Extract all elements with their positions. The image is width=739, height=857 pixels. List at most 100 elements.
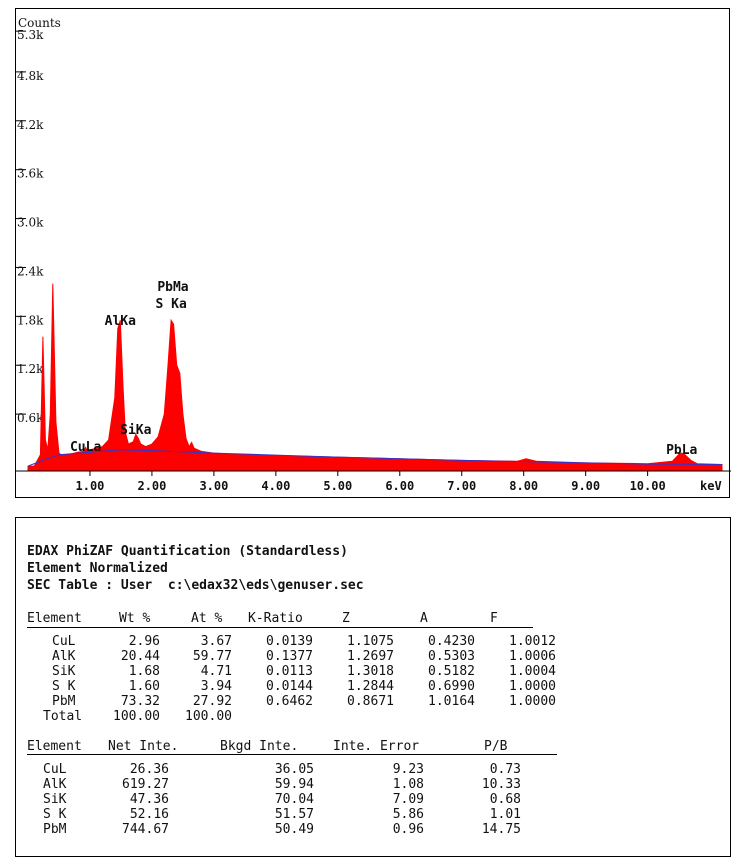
element-name: PbM: [52, 694, 76, 709]
table-header: Bkgd Inte.: [220, 739, 299, 754]
element-name: PbM: [43, 822, 67, 837]
spectrum-background-line: [27, 449, 723, 467]
y-tick-label: 3.0k: [17, 216, 44, 230]
table-header: Inte. Error: [333, 739, 420, 754]
y-tick-label: 4.2k: [17, 118, 44, 132]
x-tick-label: 8.00: [509, 479, 538, 493]
table-cell: 0.4230: [428, 634, 475, 649]
spectrum-counts-area: [27, 283, 723, 472]
spectrum-chart-panel: Counts 0.6k 1.2k 1.8k 2.4k 3.0k 3.6k 4.2k 4.8k 5…: [15, 8, 731, 498]
x-axis-unit-label: keV: [700, 479, 722, 493]
y-tick-label: 3.6k: [17, 167, 44, 181]
y-tick-label: 0.6k: [17, 411, 44, 425]
table-cell: 47.36: [129, 792, 169, 807]
table-cell: 0.68: [489, 792, 521, 807]
table-cell: 1.0164: [428, 694, 475, 709]
table-cell: 0.73: [489, 762, 521, 777]
table-cell: 50.49: [274, 822, 314, 837]
table-cell: 14.75: [481, 822, 521, 837]
table-cell: 10.33: [481, 777, 521, 792]
element-name: S K: [52, 679, 76, 694]
y-tick-label: 1.8k: [17, 313, 44, 327]
table-cell: 7.09: [392, 792, 424, 807]
table-header: P/B: [484, 739, 508, 754]
table-cell: 1.0000: [509, 694, 556, 709]
x-tick-label: 9.00: [571, 479, 600, 493]
table-cell: 5.86: [392, 807, 424, 822]
table-cell: 36.05: [274, 762, 314, 777]
table-cell: 1.68: [128, 664, 160, 679]
table-cell: 26.36: [129, 762, 169, 777]
table-cell: 0.96: [392, 822, 424, 837]
table-cell: 9.23: [392, 762, 424, 777]
table-cell: 59.94: [274, 777, 314, 792]
table-cell: 1.1075: [347, 634, 394, 649]
x-tick-label: 5.00: [323, 479, 352, 493]
table-cell: 0.0113: [266, 664, 313, 679]
table-cell: 744.67: [122, 822, 169, 837]
table-cell: 1.60: [128, 679, 160, 694]
y-tick-label: 4.8k: [17, 69, 44, 83]
table-cell: 1.0000: [509, 679, 556, 694]
total-label: Total: [43, 709, 83, 724]
table-cell: 70.04: [274, 792, 314, 807]
table-cell: 0.6990: [428, 679, 475, 694]
element-name: S K: [43, 807, 67, 822]
quantification-report-panel: EDAX PhiZAF Quantification (Standardless…: [15, 517, 731, 857]
table-cell: 0.6462: [266, 694, 313, 709]
peak-label: CuLa: [70, 440, 101, 455]
table-cell: 1.2697: [347, 649, 394, 664]
element-name: SiK: [43, 792, 67, 807]
peak-label: SiKa: [120, 423, 151, 438]
x-tick-label: 4.00: [261, 479, 290, 493]
table-cell: 3.67: [200, 634, 232, 649]
y-axis-title: Counts: [18, 16, 61, 30]
total-cell: 100.00: [185, 709, 232, 724]
table-cell: 1.0012: [509, 634, 556, 649]
x-tick-label: 2.00: [137, 479, 166, 493]
peak-label: PbLa: [666, 443, 697, 458]
table-cell: 59.77: [192, 649, 232, 664]
table-header-rule: [27, 754, 557, 755]
table-cell: 1.3018: [347, 664, 394, 679]
report-title-line: SEC Table : User c:\edax32\eds\genuser.s…: [27, 578, 364, 593]
spectrum-chart: Counts 0.6k 1.2k 1.8k 2.4k 3.0k 3.6k 4.2k 4.8k 5…: [16, 16, 731, 493]
x-tick-label: 6.00: [385, 479, 414, 493]
report-title-line: EDAX PhiZAF Quantification (Standardless…: [27, 544, 348, 559]
table-header: Element: [27, 739, 82, 754]
element-name: SiK: [52, 664, 76, 679]
table-cell: 0.0144: [266, 679, 313, 694]
element-name: CuL: [52, 634, 76, 649]
total-cell: 100.00: [113, 709, 160, 724]
table-cell: 0.1377: [266, 649, 313, 664]
report-title-line: Element Normalized: [27, 561, 168, 576]
table-cell: 20.44: [120, 649, 160, 664]
x-tick-label: 3.00: [199, 479, 228, 493]
table-cell: 1.0006: [509, 649, 556, 664]
table-header: F: [490, 611, 498, 626]
table-header: Element: [27, 611, 82, 626]
x-tick-label: 7.00: [447, 479, 476, 493]
table-cell: 1.0004: [509, 664, 556, 679]
table-cell: 1.2844: [347, 679, 394, 694]
table-cell: 27.92: [192, 694, 232, 709]
table-cell: 3.94: [200, 679, 232, 694]
peak-label: PbMa: [157, 280, 188, 295]
y-tick-label: 5.3k: [17, 28, 44, 42]
table-header: Wt %: [119, 611, 151, 626]
table-cell: 73.32: [120, 694, 160, 709]
table-cell: 51.57: [274, 807, 314, 822]
element-name: CuL: [43, 762, 67, 777]
peak-label: AlKa: [105, 314, 136, 329]
x-tick-label: 1.00: [76, 479, 105, 493]
y-tick-label: 1.2k: [17, 362, 44, 376]
table-cell: 52.16: [129, 807, 169, 822]
table-cell: 1.08: [392, 777, 424, 792]
table-cell: 1.01: [489, 807, 521, 822]
peak-label: S Ka: [155, 297, 186, 312]
element-name: AlK: [52, 649, 76, 664]
x-tick-label: 10.00: [630, 479, 666, 493]
table-cell: 0.5182: [428, 664, 475, 679]
table-header: Net Inte.: [108, 739, 179, 754]
table-cell: 2.96: [128, 634, 160, 649]
